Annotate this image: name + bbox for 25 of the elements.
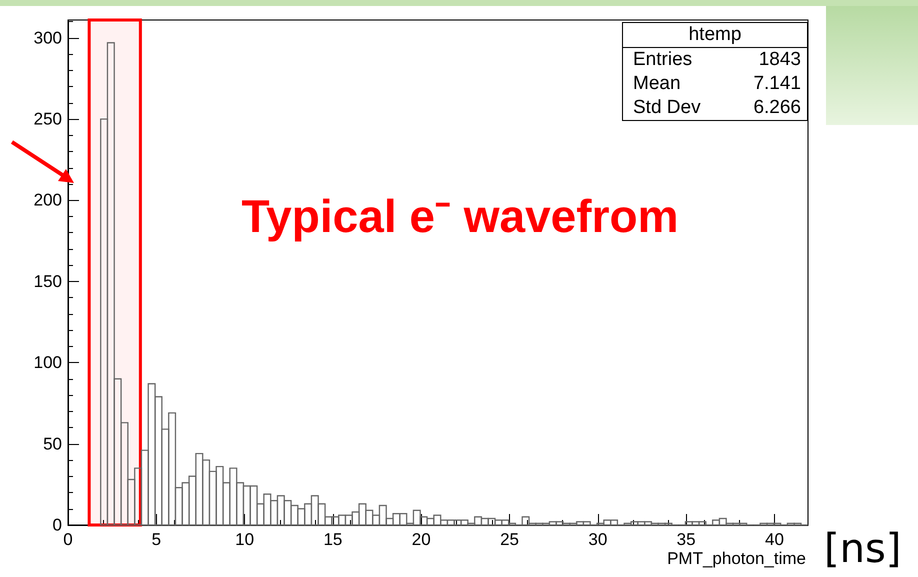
x-axis-title: PMT_photon_time xyxy=(667,549,806,569)
text: [ns] xyxy=(824,526,902,572)
x-tick-label: 20 xyxy=(412,530,431,549)
annotation: Std Dev xyxy=(633,96,701,120)
annotation: 1843 xyxy=(758,48,801,72)
y-tick-label: 0 xyxy=(52,516,62,534)
y-tick-label: 250 xyxy=(34,110,62,129)
annotation: htemp xyxy=(623,23,807,48)
x-tick-label: 35 xyxy=(676,530,696,549)
annotation: Mean xyxy=(633,72,681,96)
y-tick-label: 100 xyxy=(34,353,62,372)
x-tick-label: 5 xyxy=(152,530,162,549)
x-tick-label: 25 xyxy=(500,530,519,549)
x-tick-label: 10 xyxy=(235,530,254,549)
x-tick-label: 30 xyxy=(588,530,608,549)
x-tick-label: 15 xyxy=(323,530,342,549)
annotation: Entries xyxy=(633,48,692,72)
y-tick-label: 150 xyxy=(34,272,62,291)
y-tick-label: 300 xyxy=(34,28,62,48)
y-tick-label: 200 xyxy=(34,190,62,210)
annotation: Typical e⁻ wavefrom xyxy=(240,189,680,244)
annotation: 7.141 xyxy=(753,72,801,96)
x-tick-label: 40 xyxy=(764,530,784,549)
annotation: 6.266 xyxy=(753,96,801,120)
y-tick-label: 50 xyxy=(43,434,62,454)
